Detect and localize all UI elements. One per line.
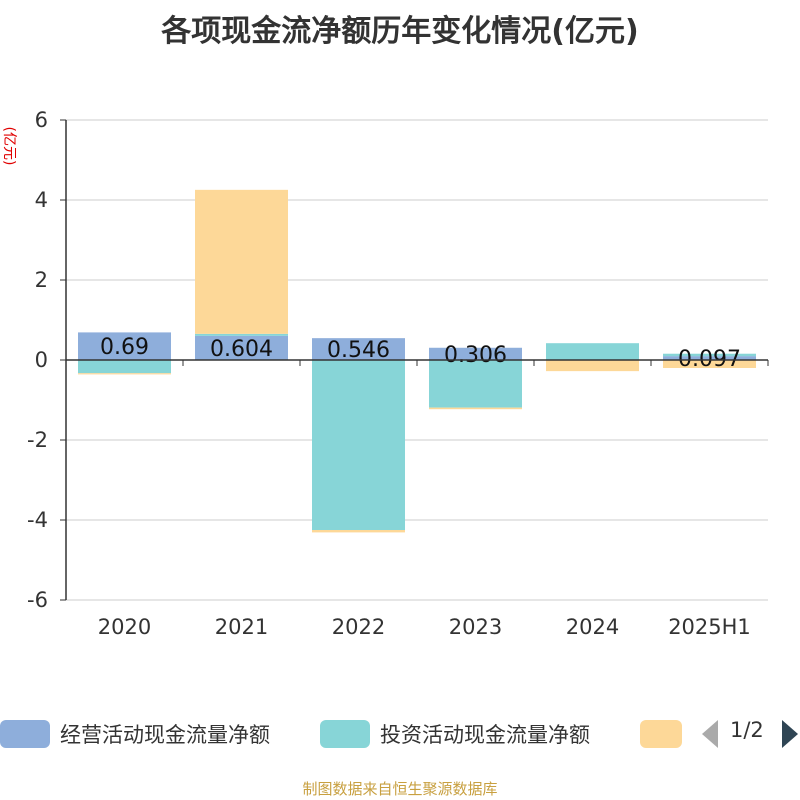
bar-investing-2020 [78,360,171,374]
x-tick-label: 2024 [566,615,619,639]
y-tick-label: -6 [27,588,48,612]
legend-item-investing[interactable]: 投资活动现金流量净额 [320,716,590,752]
bar-financing-2022 [312,530,405,533]
bar-operating-2023 [429,347,522,360]
legend-next-page-icon[interactable] [782,720,798,748]
legend-label-investing: 投资活动现金流量净额 [380,723,590,747]
bars [78,189,756,533]
data-source-note: 制图数据来自恒生聚源数据库 [302,780,498,798]
bar-financing-2024 [546,360,639,372]
bar-investing-2022 [312,360,405,530]
legend-prev-page-icon[interactable] [702,720,718,748]
x-tick-label: 2025H1 [668,615,751,639]
y-tick-label: 2 [35,268,48,292]
chart-title: 各项现金流净额历年变化情况(亿元) [161,14,639,49]
legend-swatch-operating [0,720,50,748]
bar-investing-2024 [546,343,639,360]
data-label-2023: 0.306 [444,343,507,368]
bar-investing-2025H1 [663,353,756,357]
bar-investing-2021 [195,333,288,336]
legend-swatch-investing [320,720,370,748]
legend-item-financing[interactable] [640,716,682,752]
data-labels: 0.69 0.604 0.546 0.306 0.097 [100,335,741,372]
data-label-2022: 0.546 [327,338,390,363]
legend-label-operating: 经营活动现金流量净额 [60,723,270,747]
bar-financing-2020 [78,373,171,375]
y-tick-label: -2 [27,428,48,452]
x-tick-label: 2020 [98,615,151,639]
x-tick-label: 2023 [449,615,502,639]
bar-financing-2025H1 [663,360,756,368]
y-tick-label: 6 [35,108,48,132]
legend: 经营活动现金流量净额 投资活动现金流量净额 [0,716,800,756]
legend-swatch-financing [640,720,682,748]
bar-operating-2021 [195,335,288,360]
y-tick-label: 4 [35,188,48,212]
x-tick-label: 2021 [215,615,268,639]
axes: 6 4 2 0 -2 -4 -6 2020 2021 2022 2023 2024 2025H1 [27,108,769,639]
bar-operating-2025H1 [663,356,756,360]
legend-item-operating[interactable]: 经营活动现金流量净额 [0,716,270,752]
y-tick-label: -4 [27,508,48,532]
bar-operating-2020 [78,332,171,360]
x-tick-label: 2022 [332,615,385,639]
bar-financing-2021 [195,189,288,334]
data-label-2021: 0.604 [210,337,273,362]
bar-investing-2023 [429,360,522,408]
data-label-2020: 0.69 [100,335,149,360]
legend-page-indicator: 1/2 [730,718,764,742]
bar-financing-2023 [429,407,522,410]
y-tick-label: 0 [35,348,48,372]
bar-operating-2022 [312,338,405,360]
